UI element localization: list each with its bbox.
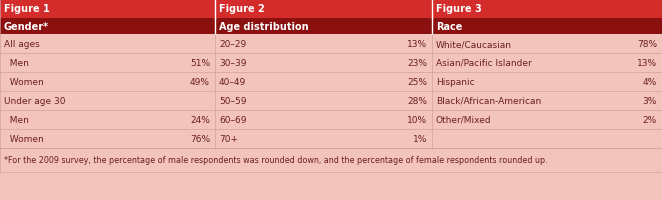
Text: *For the 2009 survey, the percentage of male respondents was rounded down, and t: *For the 2009 survey, the percentage of … xyxy=(4,156,547,165)
Bar xyxy=(215,92,432,110)
Text: 30–39: 30–39 xyxy=(219,59,246,68)
Text: 70+: 70+ xyxy=(219,134,238,143)
Bar xyxy=(0,129,215,148)
Bar xyxy=(0,148,662,172)
Bar xyxy=(432,73,662,92)
Bar xyxy=(0,73,215,92)
Text: 4%: 4% xyxy=(643,78,657,87)
Text: 20–29: 20–29 xyxy=(219,40,246,49)
Bar xyxy=(0,110,215,129)
Bar xyxy=(215,0,432,19)
Text: Men: Men xyxy=(4,115,29,124)
Bar xyxy=(0,19,215,35)
Text: Figure 1: Figure 1 xyxy=(4,4,50,14)
Text: 2%: 2% xyxy=(643,115,657,124)
Text: 40–49: 40–49 xyxy=(219,78,246,87)
Text: Race: Race xyxy=(436,22,462,32)
Text: Asian/Pacific Islander: Asian/Pacific Islander xyxy=(436,59,532,68)
Text: 28%: 28% xyxy=(407,97,427,105)
Text: 76%: 76% xyxy=(190,134,210,143)
Text: 13%: 13% xyxy=(407,40,427,49)
Text: Hispanic: Hispanic xyxy=(436,78,475,87)
Text: 1%: 1% xyxy=(412,134,427,143)
Text: 60–69: 60–69 xyxy=(219,115,246,124)
Bar xyxy=(432,54,662,73)
Text: 49%: 49% xyxy=(190,78,210,87)
Bar xyxy=(432,35,662,54)
Text: White/Caucasian: White/Caucasian xyxy=(436,40,512,49)
Bar xyxy=(432,0,662,19)
Text: Under age 30: Under age 30 xyxy=(4,97,66,105)
Bar xyxy=(215,19,432,35)
Text: Gender*: Gender* xyxy=(4,22,49,32)
Text: Women: Women xyxy=(4,78,44,87)
Bar xyxy=(0,54,215,73)
Text: 3%: 3% xyxy=(643,97,657,105)
Text: Age distribution: Age distribution xyxy=(219,22,308,32)
Text: 10%: 10% xyxy=(407,115,427,124)
Text: Black/African-American: Black/African-American xyxy=(436,97,542,105)
Text: Men: Men xyxy=(4,59,29,68)
Bar xyxy=(432,92,662,110)
Bar xyxy=(0,92,215,110)
Bar xyxy=(215,129,432,148)
Bar xyxy=(215,54,432,73)
Text: 24%: 24% xyxy=(190,115,210,124)
Bar xyxy=(215,73,432,92)
Text: 50–59: 50–59 xyxy=(219,97,246,105)
Bar xyxy=(432,110,662,129)
Text: Women: Women xyxy=(4,134,44,143)
Bar xyxy=(215,35,432,54)
Text: 23%: 23% xyxy=(407,59,427,68)
Bar xyxy=(432,129,662,148)
Bar xyxy=(432,19,662,35)
Text: 25%: 25% xyxy=(407,78,427,87)
Text: 78%: 78% xyxy=(637,40,657,49)
Text: Figure 2: Figure 2 xyxy=(219,4,265,14)
Text: Other/Mixed: Other/Mixed xyxy=(436,115,492,124)
Text: 51%: 51% xyxy=(190,59,210,68)
Bar xyxy=(0,35,215,54)
Text: 13%: 13% xyxy=(637,59,657,68)
Text: All ages: All ages xyxy=(4,40,40,49)
Bar xyxy=(0,0,215,19)
Text: Figure 3: Figure 3 xyxy=(436,4,482,14)
Bar xyxy=(215,110,432,129)
